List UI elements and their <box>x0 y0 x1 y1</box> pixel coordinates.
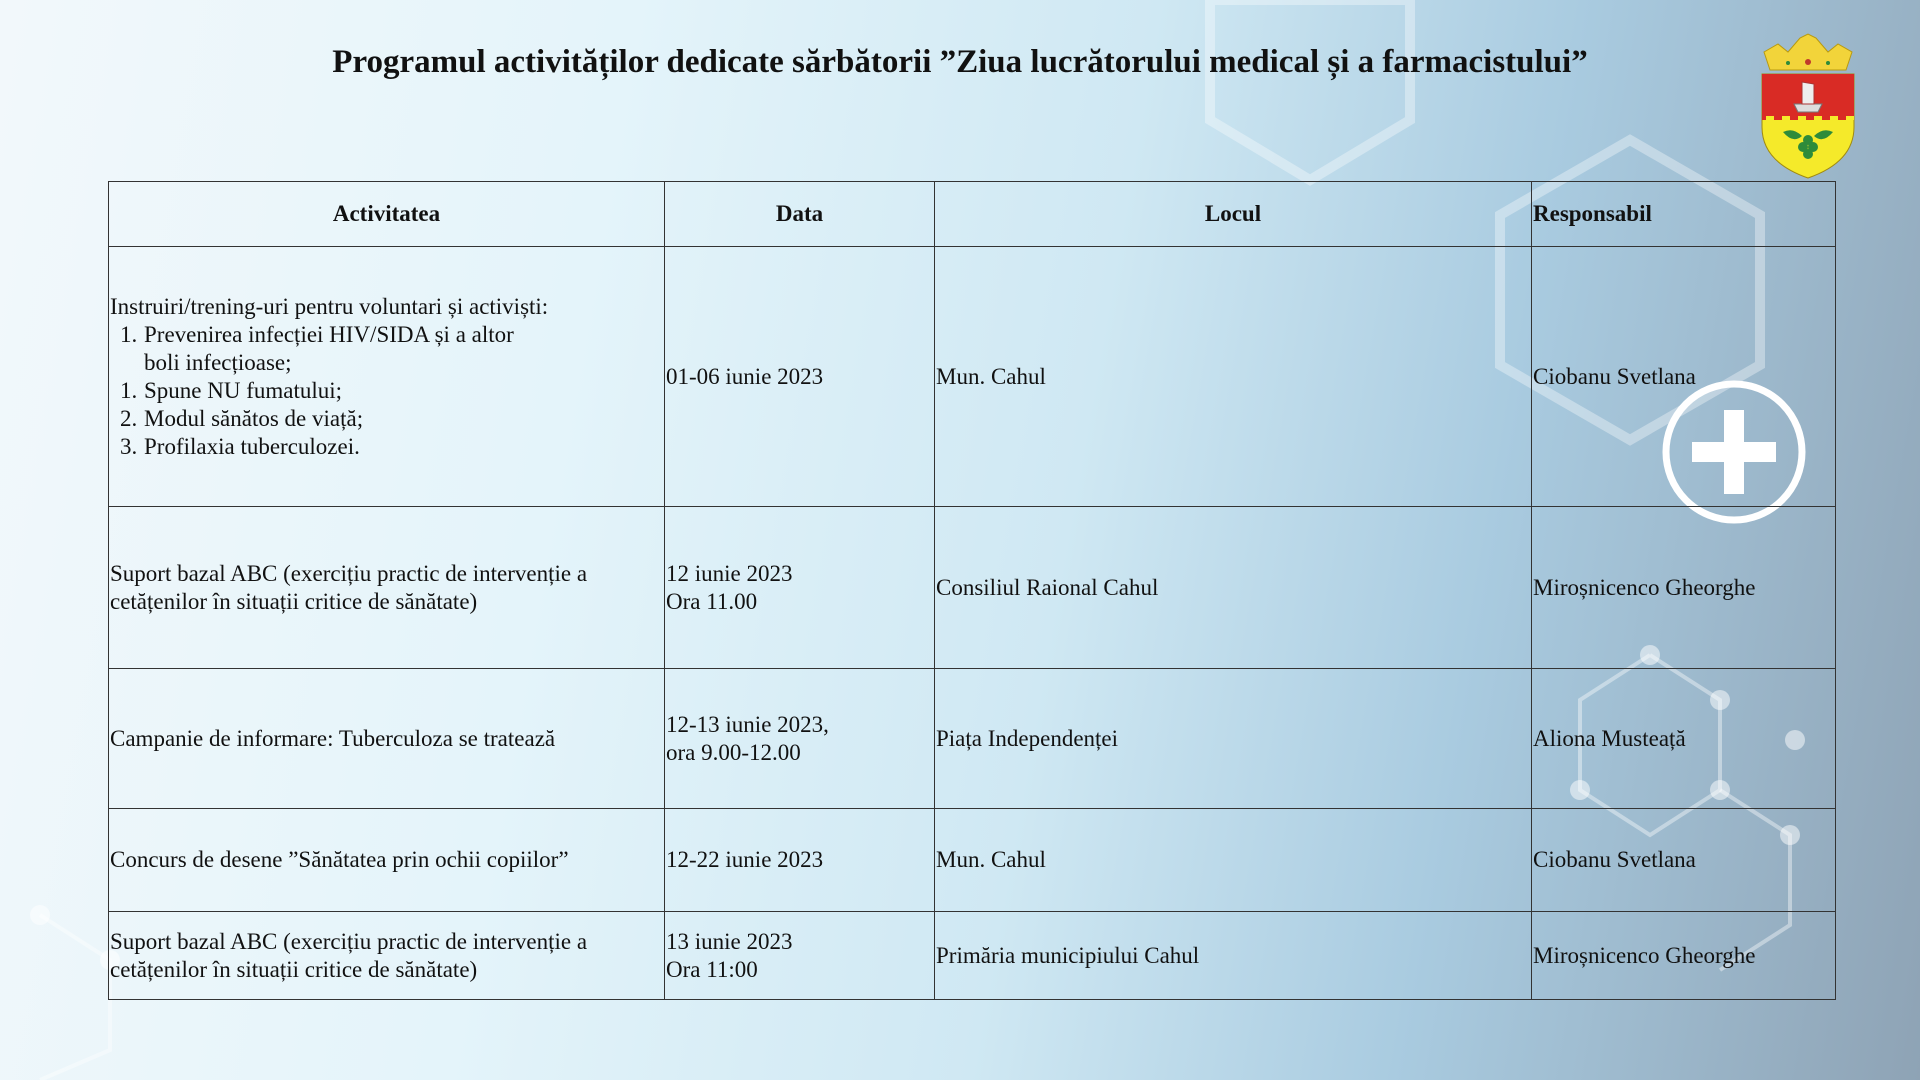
header-responsible: Responsabil <box>1531 181 1836 247</box>
activity-cell: Campanie de informare: Tuberculoza se tr… <box>108 668 665 809</box>
responsible-cell: Ciobanu Svetlana <box>1531 808 1836 912</box>
header-activity: Activitatea <box>108 181 665 247</box>
place-cell: Mun. Cahul <box>934 808 1532 912</box>
list-text: Modul sănătos de viață; <box>144 405 364 431</box>
list-item: 3. Profilaxia tuberculozei. <box>120 433 663 461</box>
table-row: Suport bazal ABC (exercițiu practic de i… <box>108 506 1836 669</box>
place-cell: Primăria municipiului Cahul <box>934 911 1532 1000</box>
list-number: 3. <box>120 433 138 459</box>
date-line: 12-13 iunie 2023, <box>666 711 829 737</box>
header-place: Locul <box>934 181 1532 247</box>
activity-intro: Instruiri/trening-uri pentru voluntari ș… <box>110 293 549 319</box>
responsible-cell: Miroșnicenco Gheorghe <box>1531 911 1836 1000</box>
date-line: 01-06 iunie 2023 <box>666 363 824 389</box>
list-item: 1. Prevenirea infecției HIV/SIDA și a alt… <box>120 321 663 377</box>
time-line: Ora 11:00 <box>666 956 758 982</box>
list-text: Profilaxia tuberculozei. <box>144 433 360 459</box>
coat-of-arms-logo <box>1761 33 1855 179</box>
date-cell: 12-22 iunie 2023 <box>664 808 935 912</box>
table-row: Suport bazal ABC (exercițiu practic de i… <box>108 911 1836 1000</box>
list-text: Spune NU fumatului; <box>144 377 343 403</box>
place-cell: Piața Independenței <box>934 668 1532 809</box>
date-line: 12 iunie 2023 <box>666 560 793 586</box>
table-header-row: Activitatea Data Locul Responsabil <box>108 181 1836 247</box>
table-row: Instruiri/trening-uri pentru voluntari ș… <box>108 246 1836 507</box>
activity-list: 1. Prevenirea infecției HIV/SIDA și a alt… <box>110 321 663 461</box>
activity-cell: Suport bazal ABC (exercițiu practic de i… <box>108 506 665 669</box>
responsible-cell: Miroșnicenco Gheorghe <box>1531 506 1836 669</box>
date-cell: 12-13 iunie 2023, ora 9.00-12.00 <box>664 668 935 809</box>
date-cell: 12 iunie 2023 Ora 11.00 <box>664 506 935 669</box>
time-line: Ora 11.00 <box>666 588 758 614</box>
activity-cell: Instruiri/trening-uri pentru voluntari ș… <box>108 246 665 507</box>
list-text: Prevenirea infecției HIV/SIDA și a altor… <box>144 321 514 375</box>
place-cell: Consiliul Raional Cahul <box>934 506 1532 669</box>
date-cell: 01-06 iunie 2023 <box>664 246 935 507</box>
activity-cell: Concurs de desene ”Sănătatea prin ochii … <box>108 808 665 912</box>
table-row: Concurs de desene ”Sănătatea prin ochii … <box>108 808 1836 912</box>
list-item: 2. Modul sănătos de viață; <box>120 405 663 433</box>
list-item: 1. Spune NU fumatului; <box>120 377 663 405</box>
responsible-cell: Aliona Musteață <box>1531 668 1836 809</box>
date-line: 13 iunie 2023 <box>666 928 793 954</box>
date-line: 12-22 iunie 2023 <box>666 847 824 872</box>
time-line: ora 9.00-12.00 <box>666 739 801 765</box>
list-number: 1. <box>120 377 138 403</box>
activity-cell: Suport bazal ABC (exercițiu practic de i… <box>108 911 665 1000</box>
page-title: Programul activităților dedicate sărbăto… <box>332 44 1588 80</box>
list-number: 2. <box>120 405 138 431</box>
header-date: Data <box>664 181 935 247</box>
list-number: 1. <box>120 321 138 347</box>
table-row: Campanie de informare: Tuberculoza se tr… <box>108 668 1836 809</box>
place-cell: Mun. Cahul <box>934 246 1532 507</box>
date-cell: 13 iunie 2023 Ora 11:00 <box>664 911 935 1000</box>
responsible-cell: Ciobanu Svetlana <box>1531 246 1836 507</box>
activities-table: Activitatea Data Locul Responsabil Instr… <box>108 181 1836 1000</box>
